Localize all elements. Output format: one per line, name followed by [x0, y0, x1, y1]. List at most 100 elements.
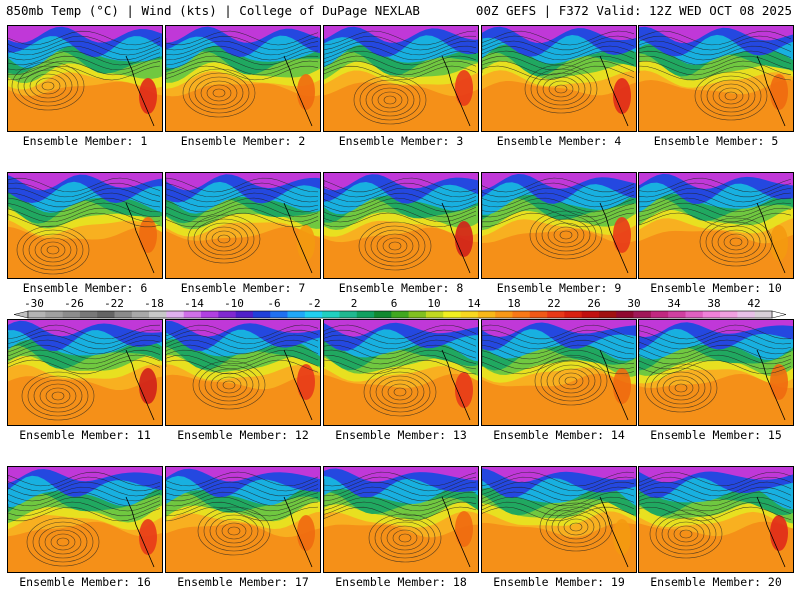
temperature-map — [639, 467, 793, 572]
ensemble-map-panel — [165, 319, 321, 426]
ensemble-map-panel — [165, 466, 321, 573]
ensemble-map-panel — [323, 319, 479, 426]
colorbar-tick-label: 14 — [467, 297, 481, 310]
colorbar-swatch — [529, 311, 548, 318]
ensemble-map-panel — [323, 25, 479, 132]
colorbar-swatch — [443, 311, 461, 318]
ensemble-member-label: Ensemble Member: 20 — [650, 575, 782, 589]
ensemble-member-label: Ensemble Member: 10 — [650, 281, 782, 295]
colorbar-swatch — [45, 311, 63, 318]
ensemble-member-label: Ensemble Member: 4 — [496, 134, 622, 148]
ensemble-member-label: Ensemble Member: 14 — [493, 428, 625, 442]
colorbar-swatch — [720, 311, 738, 318]
colorbar-swatch — [633, 311, 652, 318]
ensemble-member-label: Ensemble Member: 8 — [338, 281, 464, 295]
colorbar-swatch — [149, 311, 167, 318]
colorbar-swatch — [114, 311, 133, 318]
temperature-map — [324, 320, 478, 425]
colorbar-swatch — [166, 311, 185, 318]
temperature-map — [482, 173, 636, 278]
colorbar-tick-label: -14 — [184, 297, 204, 310]
colorbar-tick-label: 34 — [667, 297, 681, 310]
colorbar-swatch — [477, 311, 496, 318]
colorbar-tick-label: 42 — [747, 297, 760, 310]
temperature-map — [166, 467, 320, 572]
ensemble-map-panel — [638, 319, 794, 426]
temperature-map — [482, 26, 636, 131]
colorbar-swatch — [650, 311, 669, 318]
ensemble-member-label: Ensemble Member: 1 — [22, 134, 148, 148]
colorbar-swatch — [391, 311, 409, 318]
colorbar-tick-label: -6 — [267, 297, 280, 310]
colorbar-tick-label: 10 — [427, 297, 440, 310]
colorbar-swatch — [339, 311, 358, 318]
colorbar-swatch — [408, 311, 427, 318]
colorbar-swatch — [616, 311, 634, 318]
colorbar-swatch — [425, 311, 444, 318]
temperature-map — [639, 173, 793, 278]
ensemble-member-label: Ensemble Member: 9 — [496, 281, 622, 295]
colorbar-tick-label: 30 — [627, 297, 640, 310]
colorbar-swatch — [512, 311, 531, 318]
colorbar-swatch — [598, 311, 617, 318]
colorbar-swatch — [581, 311, 600, 318]
ensemble-map-panel — [481, 172, 637, 279]
colorbar-tick-label: 18 — [507, 297, 520, 310]
ensemble-map-panel — [165, 25, 321, 132]
colorbar-swatch — [702, 311, 721, 318]
ensemble-member-label: Ensemble Member: 5 — [653, 134, 779, 148]
colorbar-tick-label: -22 — [104, 297, 124, 310]
temperature-map — [8, 467, 162, 572]
ensemble-member-label: Ensemble Member: 16 — [19, 575, 151, 589]
colorbar-tick-label: -26 — [64, 297, 84, 310]
colorbar-tick-label: -10 — [224, 297, 244, 310]
colorbar-tick-label: -2 — [307, 297, 320, 310]
colorbar-swatch — [322, 311, 340, 318]
ensemble-map-panel — [7, 319, 163, 426]
ensemble-member-label: Ensemble Member: 12 — [177, 428, 309, 442]
ensemble-map-panel — [323, 466, 479, 573]
temperature-map — [166, 26, 320, 131]
colorbar-swatch — [252, 311, 271, 318]
ensemble-map-panel — [638, 172, 794, 279]
temperature-map — [639, 26, 793, 131]
ensemble-member-label: Ensemble Member: 17 — [177, 575, 309, 589]
ensemble-member-label: Ensemble Member: 2 — [180, 134, 306, 148]
ensemble-member-label: Ensemble Member: 18 — [335, 575, 467, 589]
colorbar-swatch — [564, 311, 582, 318]
ensemble-map-panel — [481, 319, 637, 426]
colorbar-swatch — [235, 311, 254, 318]
colorbar-swatch — [495, 311, 513, 318]
colorbar-swatch — [668, 311, 686, 318]
temperature-map — [482, 320, 636, 425]
ensemble-member-label: Ensemble Member: 3 — [338, 134, 464, 148]
colorbar-tick-label: 6 — [391, 297, 398, 310]
ensemble-map-panel — [323, 172, 479, 279]
colorbar-swatch — [754, 311, 773, 318]
temperature-map — [8, 320, 162, 425]
temperature-map — [8, 173, 162, 278]
ensemble-map-panel — [7, 466, 163, 573]
ensemble-member-label: Ensemble Member: 19 — [493, 575, 625, 589]
colorbar-swatch — [218, 311, 236, 318]
colorbar-swatch — [304, 311, 323, 318]
colorbar-swatch — [374, 311, 392, 318]
temperature-map — [324, 467, 478, 572]
ensemble-member-label: Ensemble Member: 11 — [19, 428, 151, 442]
model-run-info: 00Z GEFS | F372 Valid: 12Z WED OCT 08 20… — [475, 3, 792, 18]
temperature-map — [324, 173, 478, 278]
colorbar-swatch — [131, 311, 150, 318]
temperature-map — [166, 173, 320, 278]
ensemble-map-panel — [165, 172, 321, 279]
colorbar-swatch — [183, 311, 202, 318]
ensemble-member-label: Ensemble Member: 6 — [22, 281, 148, 295]
ensemble-member-label: Ensemble Member: 13 — [335, 428, 467, 442]
colorbar-max-arrow — [771, 310, 786, 319]
temperature-map — [166, 320, 320, 425]
colorbar-swatch — [97, 311, 115, 318]
temperature-map — [639, 320, 793, 425]
ensemble-map-panel — [638, 25, 794, 132]
ensemble-map-panel — [481, 466, 637, 573]
map-title: 850mb Temp (°C) | Wind (kts) | College o… — [6, 3, 420, 18]
ensemble-map-panel — [638, 466, 794, 573]
